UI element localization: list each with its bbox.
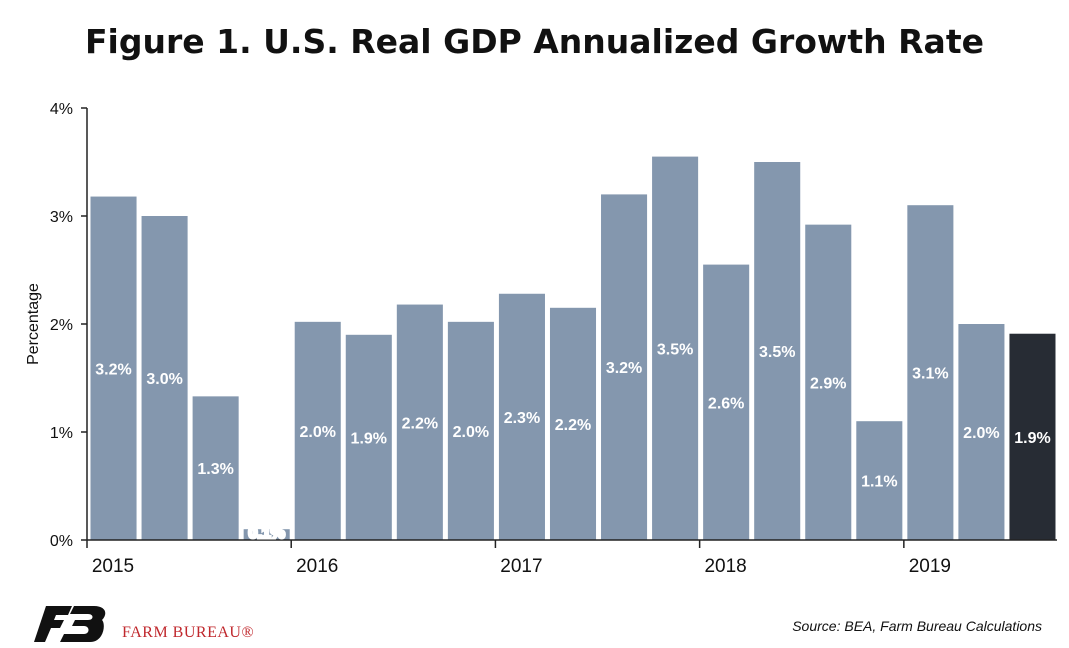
- bar: [447, 321, 494, 540]
- data-label: 3.1%: [912, 366, 948, 383]
- bar: [907, 205, 954, 540]
- x-tick-label: 2015: [92, 556, 134, 577]
- y-tick-label: 0%: [50, 533, 73, 550]
- bar: [703, 264, 750, 540]
- data-label: 3.2%: [606, 360, 642, 377]
- bar: [141, 216, 188, 540]
- farm-bureau-logo-icon: [34, 606, 106, 642]
- bar: [549, 307, 597, 540]
- bar: [1009, 333, 1056, 540]
- x-tick-label: 2017: [500, 556, 542, 577]
- bar: [601, 194, 648, 540]
- bar: [805, 224, 852, 540]
- data-label: 0.1%: [248, 525, 284, 542]
- y-tick-label: 1%: [50, 425, 73, 442]
- y-axis-label: Percentage: [25, 283, 42, 365]
- data-label: 2.0%: [453, 424, 489, 441]
- chart-title: Figure 1. U.S. Real GDP Annualized Growt…: [85, 22, 984, 61]
- x-tick-label: 2019: [909, 556, 951, 577]
- x-tick-label: 2016: [296, 556, 338, 577]
- data-label: 2.2%: [555, 417, 591, 434]
- data-label: 2.0%: [300, 424, 336, 441]
- data-label: 3.0%: [146, 371, 182, 388]
- brand-name: FARM BUREAU®: [122, 624, 255, 641]
- bar: [396, 304, 443, 540]
- bar: [345, 334, 392, 540]
- data-label: 2.6%: [708, 395, 744, 412]
- data-label: 2.9%: [810, 375, 846, 392]
- data-label: 3.5%: [759, 344, 795, 361]
- y-tick-label: 4%: [50, 101, 73, 118]
- data-label: 1.9%: [1014, 430, 1050, 447]
- bar: [90, 196, 137, 540]
- bar: [192, 396, 239, 540]
- data-label: 3.5%: [657, 341, 693, 358]
- data-label: 1.1%: [861, 474, 897, 491]
- bar: [243, 529, 290, 540]
- y-tick-label: 2%: [50, 317, 73, 334]
- bar: [294, 321, 341, 540]
- data-label: 3.2%: [95, 361, 131, 378]
- data-label: 2.2%: [402, 415, 438, 432]
- data-label: 2.3%: [504, 410, 540, 427]
- bar: [498, 293, 545, 540]
- source-note: Source: BEA, Farm Bureau Calculations: [792, 618, 1042, 634]
- bar: [856, 421, 903, 540]
- bar: [754, 162, 801, 540]
- y-tick-label: 3%: [50, 209, 73, 226]
- data-label: 1.3%: [197, 461, 233, 478]
- bar: [652, 156, 699, 540]
- bar: [958, 324, 1005, 540]
- data-label: 2.0%: [963, 425, 999, 442]
- data-label: 1.9%: [351, 430, 387, 447]
- x-tick-label: 2018: [704, 556, 746, 577]
